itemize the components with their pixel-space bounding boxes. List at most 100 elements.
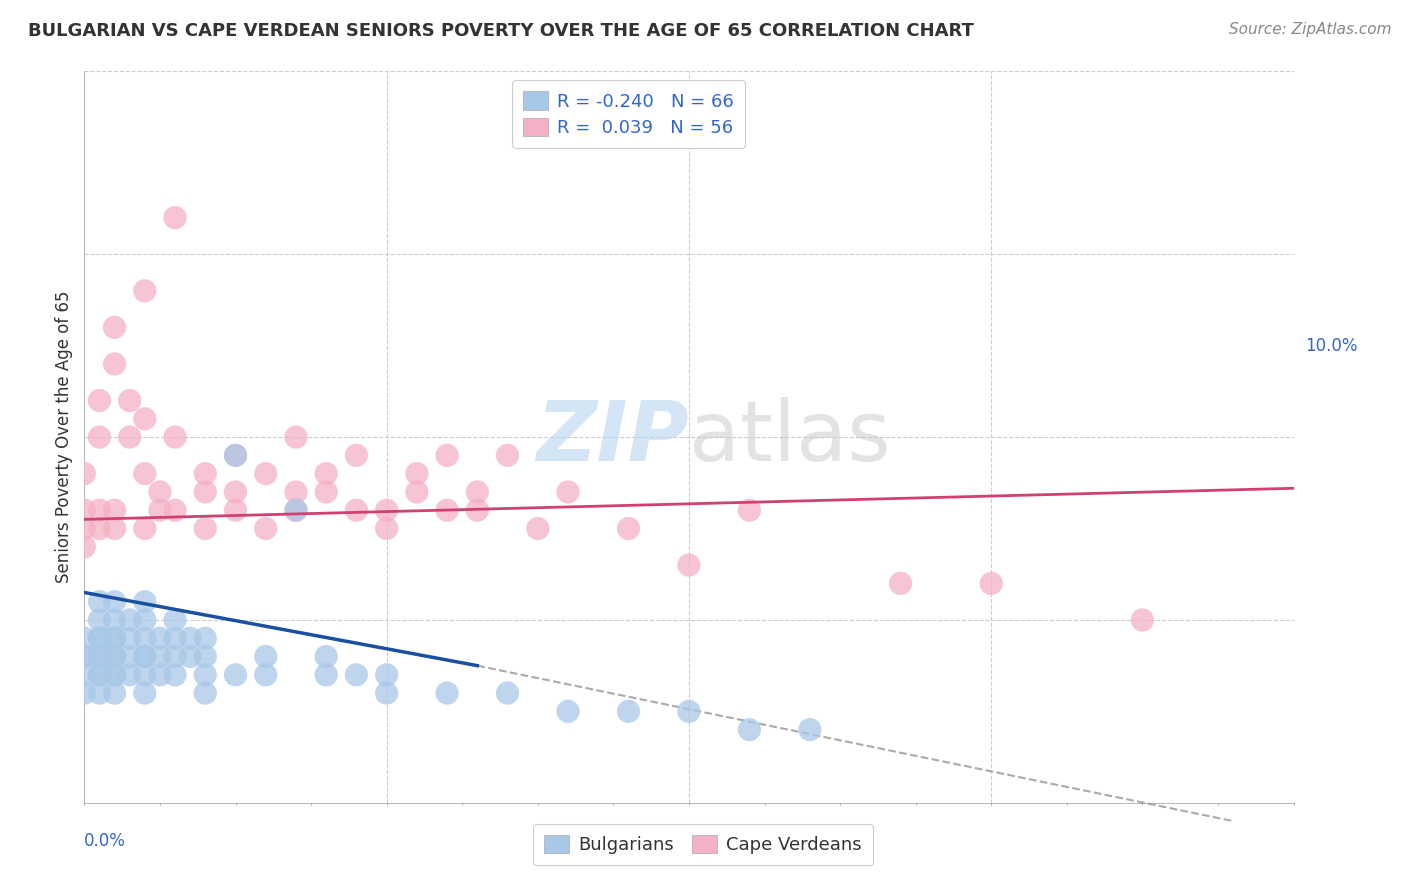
Point: [346, 667, 368, 681]
Point: [104, 632, 127, 646]
Point: [890, 576, 912, 591]
Text: BULGARIAN VS CAPE VERDEAN SENIORS POVERTY OVER THE AGE OF 65 CORRELATION CHART: BULGARIAN VS CAPE VERDEAN SENIORS POVERT…: [28, 22, 974, 40]
Point: [89, 667, 111, 681]
Text: 10.0%: 10.0%: [1306, 336, 1358, 355]
Point: [134, 686, 156, 700]
Point: [149, 485, 172, 500]
Point: [134, 649, 156, 664]
Point: [163, 503, 186, 517]
Point: [73, 667, 96, 681]
Point: [194, 467, 217, 481]
Point: [284, 503, 308, 517]
Point: [678, 558, 700, 573]
Point: [436, 449, 458, 463]
Point: [104, 613, 127, 627]
Point: [118, 649, 141, 664]
Point: [149, 503, 172, 517]
Point: [179, 632, 201, 646]
Point: [375, 686, 398, 700]
Point: [467, 485, 489, 500]
Point: [118, 393, 141, 408]
Point: [134, 632, 156, 646]
Point: [134, 521, 156, 535]
Point: [194, 649, 217, 664]
Point: [526, 521, 548, 535]
Point: [89, 393, 111, 408]
Point: [225, 503, 247, 517]
Point: [1130, 613, 1153, 627]
Point: [134, 594, 156, 608]
Point: [284, 485, 308, 500]
Point: [89, 521, 111, 535]
Point: [163, 632, 186, 646]
Point: [134, 667, 156, 681]
Point: [284, 430, 308, 444]
Point: [315, 649, 337, 664]
Point: [557, 705, 579, 719]
Point: [73, 540, 96, 554]
Point: [254, 467, 277, 481]
Point: [375, 667, 398, 681]
Point: [104, 649, 127, 664]
Point: [163, 649, 186, 664]
Legend: R = -0.240   N = 66, R =  0.039   N = 56: R = -0.240 N = 66, R = 0.039 N = 56: [512, 80, 745, 148]
Point: [194, 686, 217, 700]
Point: [73, 521, 96, 535]
Point: [496, 449, 519, 463]
Point: [980, 576, 1002, 591]
Point: [406, 467, 429, 481]
Text: 0.0%: 0.0%: [84, 832, 127, 850]
Point: [225, 449, 247, 463]
Point: [89, 594, 111, 608]
Point: [225, 485, 247, 500]
Point: [149, 632, 172, 646]
Point: [118, 667, 141, 681]
Point: [163, 430, 186, 444]
Point: [346, 449, 368, 463]
Point: [163, 667, 186, 681]
Point: [73, 649, 96, 664]
Point: [73, 686, 96, 700]
Point: [617, 705, 640, 719]
Text: atlas: atlas: [689, 397, 890, 477]
Point: [89, 503, 111, 517]
Point: [315, 667, 337, 681]
Point: [134, 649, 156, 664]
Point: [179, 649, 201, 664]
Point: [104, 649, 127, 664]
Point: [284, 503, 308, 517]
Point: [118, 430, 141, 444]
Point: [134, 467, 156, 481]
Point: [375, 521, 398, 535]
Point: [89, 430, 111, 444]
Point: [89, 649, 111, 664]
Point: [73, 467, 96, 481]
Point: [738, 503, 761, 517]
Point: [118, 632, 141, 646]
Point: [73, 632, 96, 646]
Point: [254, 667, 277, 681]
Point: [194, 632, 217, 646]
Point: [104, 320, 127, 334]
Point: [134, 412, 156, 426]
Point: [254, 521, 277, 535]
Text: ZIP: ZIP: [536, 397, 689, 477]
Point: [89, 632, 111, 646]
Point: [104, 686, 127, 700]
Point: [89, 667, 111, 681]
Point: [73, 649, 96, 664]
Point: [118, 613, 141, 627]
Point: [89, 686, 111, 700]
Point: [799, 723, 821, 737]
Legend: Bulgarians, Cape Verdeans: Bulgarians, Cape Verdeans: [533, 824, 873, 865]
Point: [194, 667, 217, 681]
Point: [617, 521, 640, 535]
Point: [104, 667, 127, 681]
Point: [496, 686, 519, 700]
Text: Source: ZipAtlas.com: Source: ZipAtlas.com: [1229, 22, 1392, 37]
Point: [436, 503, 458, 517]
Point: [738, 723, 761, 737]
Point: [149, 667, 172, 681]
Point: [315, 467, 337, 481]
Point: [89, 649, 111, 664]
